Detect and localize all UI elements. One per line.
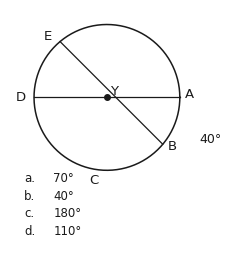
Text: C: C	[90, 174, 99, 187]
Text: D: D	[16, 91, 26, 104]
Text: c.: c.	[24, 207, 35, 220]
Text: 110°: 110°	[53, 225, 82, 238]
Text: a.: a.	[24, 172, 35, 185]
Text: Y: Y	[110, 85, 118, 98]
Text: d.: d.	[24, 225, 35, 238]
Text: E: E	[44, 30, 52, 43]
Text: A: A	[185, 88, 194, 101]
Text: B: B	[168, 140, 177, 153]
Text: 40°: 40°	[199, 133, 222, 147]
Text: 180°: 180°	[53, 207, 82, 220]
Text: 40°: 40°	[53, 190, 74, 203]
Text: 70°: 70°	[53, 172, 74, 185]
Text: b.: b.	[24, 190, 35, 203]
